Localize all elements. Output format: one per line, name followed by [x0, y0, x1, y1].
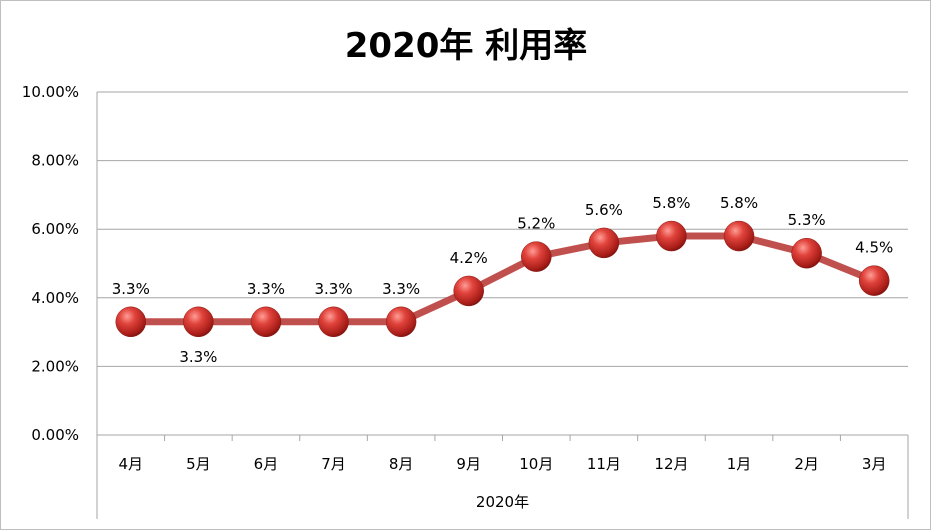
data-label: 5.3% [788, 211, 826, 229]
x-tick-label: 10月 [519, 455, 553, 473]
x-tick-label: 8月 [389, 455, 414, 473]
series-path [127, 232, 878, 326]
data-label: 3.3% [382, 280, 420, 298]
data-point [318, 306, 349, 338]
data-point [453, 275, 484, 307]
x-axis: 4月 5月 6月 7月 8月 9月 10月 11月 12月 1月 2月 3月 2020年 [96, 434, 909, 519]
data-label: 3.3% [247, 280, 285, 298]
x-group-label: 2020年 [476, 493, 529, 511]
data-point [115, 306, 147, 338]
data-label: 5.2% [517, 215, 555, 233]
data-labels: 3.3% 3.3% 3.3% 3.3% 3.3% 4.2% 5.2% 5.6% 5.8% 5.8%… [112, 194, 894, 366]
x-tick-label: 5月 [186, 455, 211, 473]
y-axis-ticks: 0.00% 2.00% 4.00% 6.00% 8.00% 10.00% [22, 83, 79, 444]
data-label: 3.3% [314, 280, 352, 298]
x-tick-label: 6月 [254, 455, 279, 473]
data-label: 5.8% [720, 194, 758, 212]
data-label: 4.2% [450, 249, 488, 267]
x-tick-label: 12月 [654, 455, 688, 473]
y-tick-label: 2.00% [31, 357, 79, 375]
data-label: 5.6% [585, 201, 623, 219]
data-label: 3.3% [112, 280, 150, 298]
y-tick-label: 8.00% [31, 152, 79, 170]
y-tick-label: 4.00% [31, 289, 79, 307]
x-tick-label: 1月 [727, 455, 752, 473]
data-label: 3.3% [179, 348, 217, 366]
data-point [858, 265, 890, 296]
data-point [250, 306, 282, 338]
data-point [791, 237, 822, 269]
chart-title: 2020年 利用率 [345, 26, 587, 66]
x-tick-label: 11月 [587, 455, 621, 473]
y-tick-label: 10.00% [22, 83, 79, 101]
data-point [723, 220, 755, 252]
y-tick-label: 6.00% [31, 220, 79, 238]
x-tick-label: 2月 [794, 455, 819, 473]
series-line [115, 220, 890, 338]
gridlines [96, 91, 908, 519]
data-point [521, 241, 552, 272]
data-point [385, 306, 417, 338]
x-tick-label: 9月 [456, 455, 481, 473]
y-tick-label: 0.00% [31, 426, 79, 444]
data-point [183, 306, 214, 338]
data-label: 5.8% [652, 194, 690, 212]
x-tick-label: 7月 [321, 455, 346, 473]
data-point [656, 220, 687, 252]
x-tick-label: 3月 [862, 455, 887, 473]
data-label: 4.5% [855, 239, 893, 257]
data-point [588, 227, 620, 259]
x-tick-label: 4月 [119, 455, 144, 473]
